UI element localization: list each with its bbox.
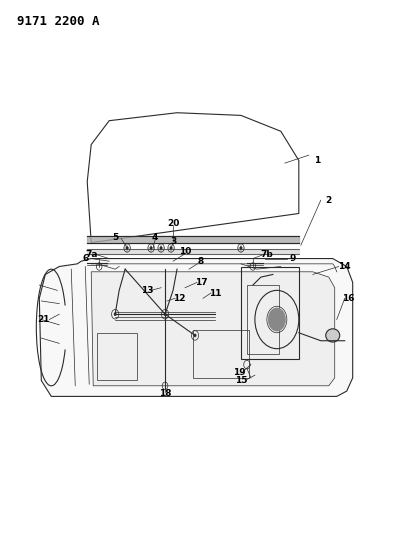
Text: 11: 11 — [208, 288, 221, 297]
Text: 15: 15 — [234, 376, 247, 385]
Circle shape — [164, 313, 166, 316]
Circle shape — [160, 246, 162, 249]
Text: 7b: 7b — [260, 251, 273, 260]
Text: 2: 2 — [325, 196, 331, 205]
Text: 8: 8 — [197, 257, 204, 265]
Circle shape — [126, 246, 128, 249]
Text: 5: 5 — [112, 233, 118, 242]
Circle shape — [193, 334, 196, 337]
Text: 1: 1 — [313, 156, 319, 165]
Circle shape — [267, 308, 285, 331]
Text: 12: 12 — [172, 294, 185, 303]
Text: 3: 3 — [170, 237, 176, 246]
Text: 7a: 7a — [85, 251, 97, 260]
Text: 14: 14 — [338, 262, 350, 271]
Ellipse shape — [325, 329, 339, 342]
Bar — [246, 285, 278, 354]
Text: 13: 13 — [140, 286, 153, 295]
Circle shape — [114, 313, 116, 316]
Text: 18: 18 — [158, 389, 171, 398]
Circle shape — [150, 246, 152, 249]
Bar — [97, 333, 137, 381]
Circle shape — [170, 246, 172, 249]
Text: 19: 19 — [232, 368, 245, 377]
Polygon shape — [39, 259, 352, 397]
Text: 9171 2200 A: 9171 2200 A — [17, 14, 99, 28]
Polygon shape — [91, 272, 334, 386]
Text: 9: 9 — [289, 254, 295, 263]
Text: 6: 6 — [82, 254, 88, 263]
Text: 21: 21 — [37, 315, 49, 324]
Text: 20: 20 — [166, 219, 179, 228]
Circle shape — [239, 246, 241, 249]
Text: 10: 10 — [178, 247, 191, 256]
Bar — [192, 330, 248, 378]
Bar — [240, 266, 298, 359]
Text: 16: 16 — [342, 294, 354, 303]
Text: 4: 4 — [152, 233, 158, 242]
Text: 17: 17 — [194, 278, 207, 287]
